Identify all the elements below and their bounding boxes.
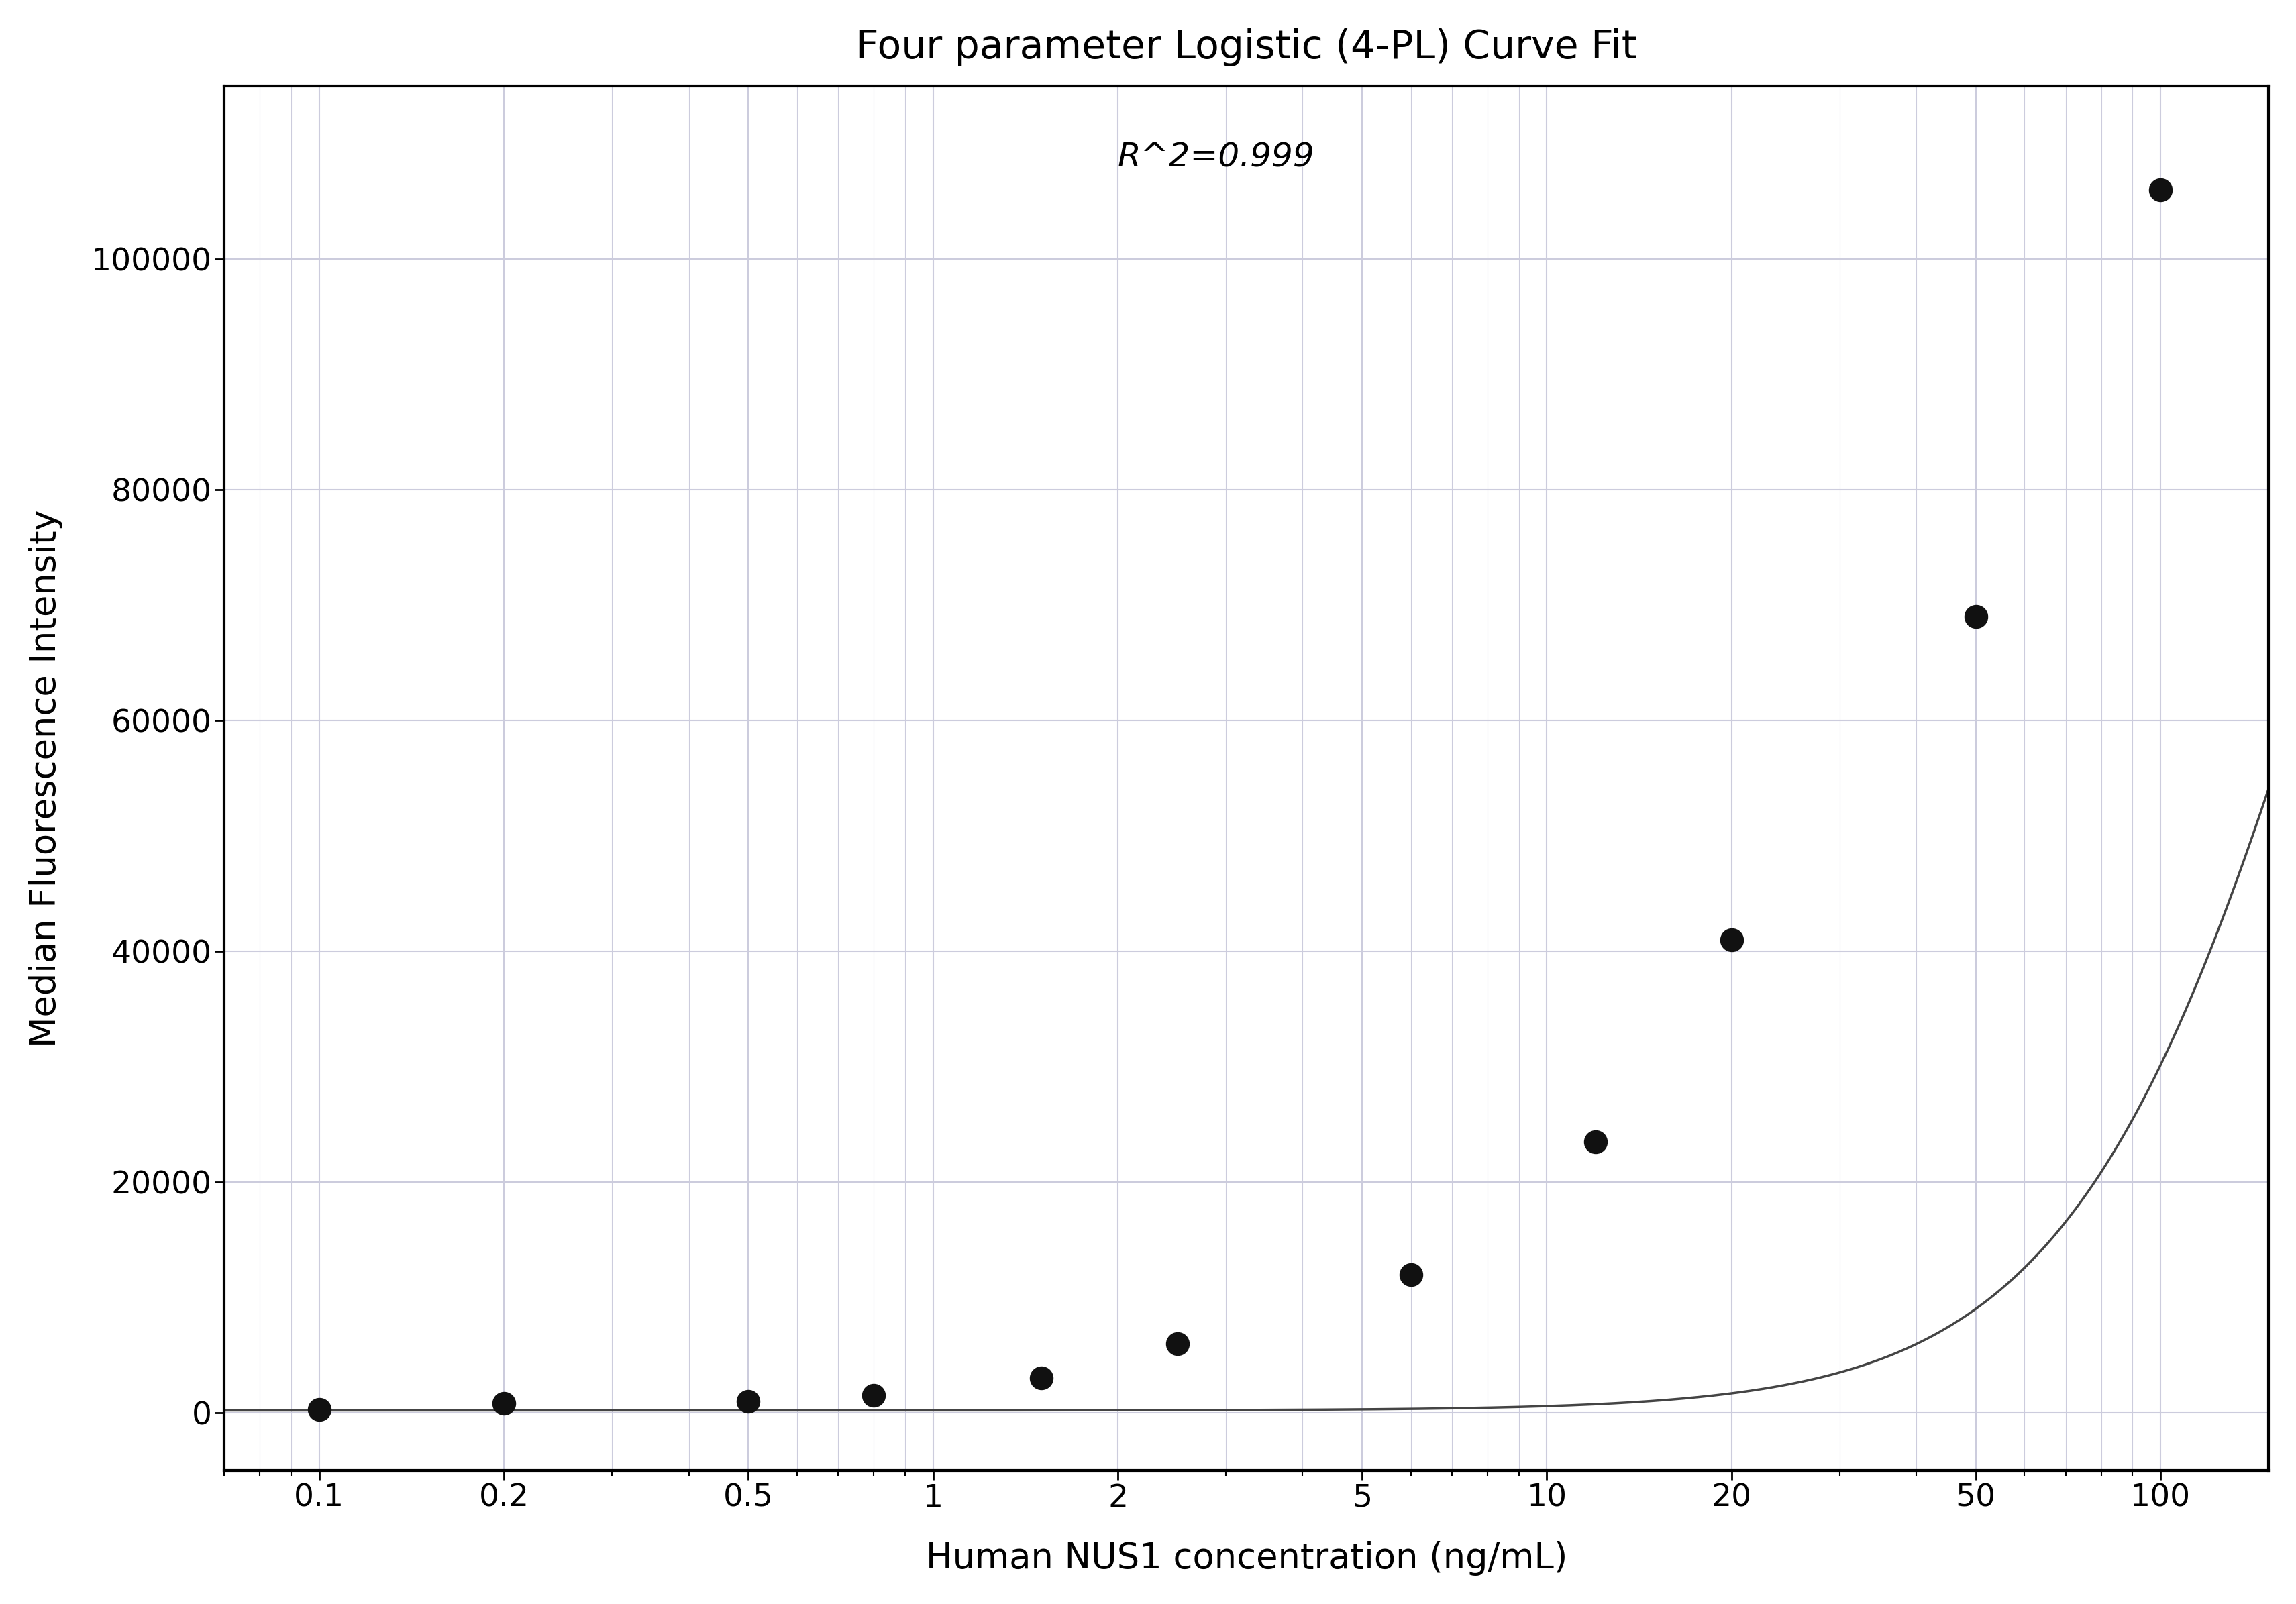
- Point: [2142, 176, 2179, 202]
- Title: Four parameter Logistic (4-PL) Curve Fit: Four parameter Logistic (4-PL) Curve Fit: [856, 27, 1637, 66]
- Point: [1022, 1365, 1058, 1391]
- Point: [301, 1397, 338, 1423]
- Point: [1577, 1129, 1614, 1155]
- Text: R^2=0.999: R^2=0.999: [1118, 141, 1316, 173]
- Point: [1956, 605, 1993, 630]
- Point: [1713, 927, 1750, 953]
- Y-axis label: Median Fluorescence Intensity: Median Fluorescence Intensity: [28, 510, 62, 1047]
- Point: [854, 1383, 891, 1408]
- Point: [1391, 1261, 1428, 1286]
- X-axis label: Human NUS1 concentration (ng/mL): Human NUS1 concentration (ng/mL): [925, 1541, 1566, 1577]
- Point: [1159, 1331, 1196, 1357]
- Point: [484, 1391, 521, 1416]
- Point: [730, 1389, 767, 1415]
